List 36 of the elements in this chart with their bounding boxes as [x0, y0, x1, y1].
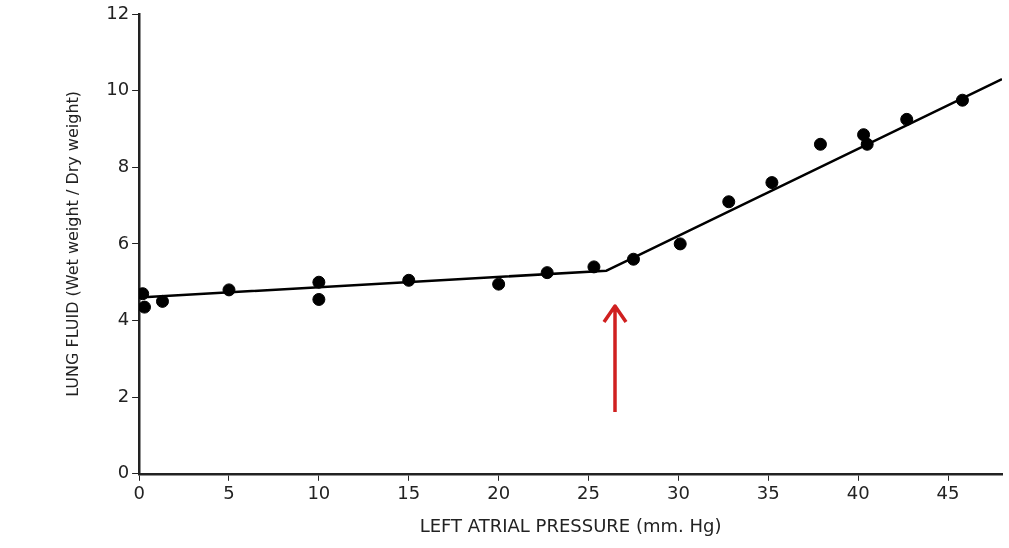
point — [222, 283, 236, 297]
point — [312, 292, 326, 306]
point — [587, 260, 601, 274]
point — [155, 294, 169, 308]
y-tick-label: 10 — [106, 78, 130, 100]
x-tick-label: 15 — [397, 482, 421, 504]
x-tick-label: 30 — [666, 482, 690, 504]
point — [626, 252, 640, 266]
y-tick-label: 6 — [117, 231, 130, 253]
y-axis-title: LUNG FLUID (Wet weight / Dry weight) — [62, 90, 82, 397]
y-tick-label: 12 — [106, 1, 130, 23]
point — [955, 93, 969, 107]
point — [673, 237, 687, 251]
x-tick-label: 10 — [307, 482, 331, 504]
y-tick-label: 2 — [117, 384, 130, 406]
x-tick-label: 0 — [133, 482, 145, 504]
y-tick-label: 4 — [117, 308, 130, 330]
x-tick-label: 20 — [487, 482, 511, 504]
y-tick-label: 8 — [117, 154, 130, 176]
x-axis-title: LEFT ATRIAL PRESSURE (mm. Hg) — [419, 514, 722, 536]
point — [722, 195, 736, 209]
point — [860, 137, 874, 151]
x-tick-label: 35 — [756, 482, 780, 504]
x-tick-label: 25 — [577, 482, 600, 504]
point — [900, 112, 914, 126]
point — [139, 300, 151, 314]
point — [813, 137, 827, 151]
y-tick-label: 0 — [117, 461, 130, 483]
point — [402, 273, 416, 287]
x-tick-label: 45 — [936, 482, 960, 504]
point — [765, 176, 779, 190]
point — [312, 275, 326, 289]
x-tick-label: 5 — [223, 482, 235, 504]
point — [540, 266, 554, 280]
point — [492, 277, 506, 291]
x-tick-label: 40 — [846, 482, 870, 504]
